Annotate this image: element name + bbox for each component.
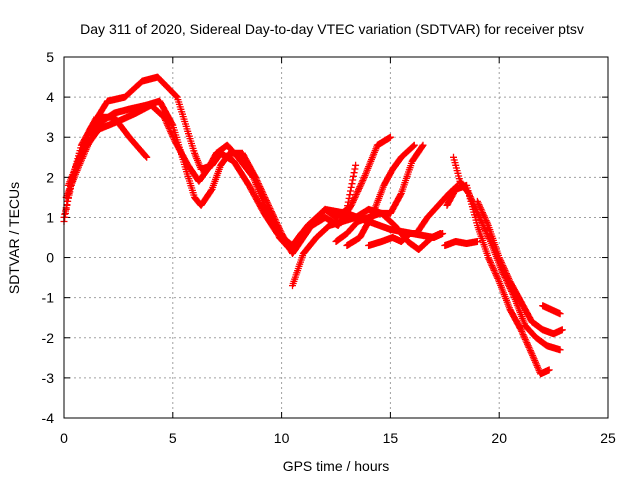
x-tick-label: 10 bbox=[274, 430, 290, 446]
chart-title: Day 311 of 2020, Sidereal Day-to-day VTE… bbox=[80, 21, 584, 37]
y-tick-label: 1 bbox=[46, 209, 54, 225]
y-tick-label: 0 bbox=[46, 250, 54, 266]
y-tick-label: 3 bbox=[46, 129, 54, 145]
series-track-7 bbox=[343, 141, 418, 249]
x-tick-label: 25 bbox=[600, 430, 616, 446]
y-axis-label: SDTVAR / TECUs bbox=[6, 182, 22, 294]
x-tick-label: 15 bbox=[383, 430, 399, 446]
x-axis-label: GPS time / hours bbox=[283, 458, 390, 474]
y-tick-label: -2 bbox=[42, 330, 55, 346]
series-markers bbox=[343, 141, 418, 249]
y-tick-label: -3 bbox=[42, 370, 55, 386]
series-markers bbox=[473, 197, 566, 338]
data-points bbox=[60, 73, 566, 378]
y-tick-label: 5 bbox=[46, 49, 54, 65]
y-tick-label: 2 bbox=[46, 169, 54, 185]
series-markers bbox=[539, 302, 564, 318]
series-track-13 bbox=[473, 197, 566, 338]
y-tick-label: 4 bbox=[46, 89, 54, 105]
series-track-10 bbox=[441, 238, 481, 249]
plot-frame bbox=[63, 56, 609, 419]
y-tick-label: -4 bbox=[42, 410, 55, 426]
x-tick-label: 0 bbox=[60, 430, 68, 446]
series-track-14 bbox=[539, 302, 564, 318]
grid-lines bbox=[64, 57, 608, 418]
axis-ticks: 0 5 10 15 20 25 -4 -3 -2 -1 0 1 2 3 4 5 bbox=[42, 49, 616, 446]
x-tick-label: 20 bbox=[491, 430, 507, 446]
series-markers bbox=[64, 101, 394, 253]
x-tick-label: 5 bbox=[169, 430, 177, 446]
series-track-4 bbox=[64, 101, 394, 253]
series-markers bbox=[441, 238, 481, 249]
y-tick-label: -1 bbox=[42, 290, 55, 306]
